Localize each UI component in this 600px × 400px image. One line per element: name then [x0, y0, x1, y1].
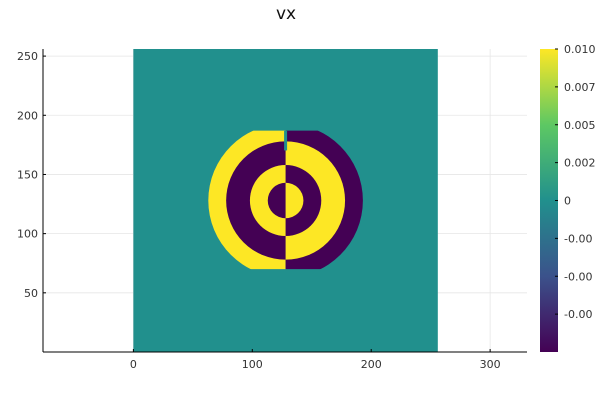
y-tick-label: 150: [17, 168, 38, 181]
ring-gap-top: [284, 130, 288, 151]
y-tick-label: 100: [17, 228, 38, 241]
colorbar: 0.010 0.007 0.005 0.002 0 -0.00 -0.00 -0.00: [540, 43, 596, 352]
y-tick-label: 250: [17, 50, 38, 63]
colorbar-gradient: [540, 49, 558, 352]
ring-left-half: [267, 182, 286, 219]
colorbar-tick-label: -0.00: [564, 232, 592, 245]
colorbar-tick-label: -0.00: [564, 308, 592, 321]
x-tick-label: 0: [130, 358, 137, 371]
axes: 0 100 200 300 50 100 150 200 250: [17, 49, 527, 371]
colorbar-tick-label: 0.007: [564, 81, 596, 94]
colorbar-tick-label: 0.002: [564, 157, 596, 170]
rings: [208, 130, 363, 270]
x-tick-label: 100: [242, 358, 263, 371]
x-tick-label: 200: [361, 358, 382, 371]
ring-right-half: [285, 182, 304, 219]
y-tick-label: 50: [24, 287, 38, 300]
heatmap: [133, 49, 438, 352]
x-tick-label: 300: [480, 358, 501, 371]
colorbar-tick-label: -0.00: [564, 270, 592, 283]
colorbar-tick-label: 0.010: [564, 43, 596, 56]
colorbar-tick-label: 0: [564, 195, 571, 208]
y-tick-label: 200: [17, 109, 38, 122]
chart-title: vx: [276, 4, 296, 24]
colorbar-tick-label: 0.005: [564, 119, 596, 132]
